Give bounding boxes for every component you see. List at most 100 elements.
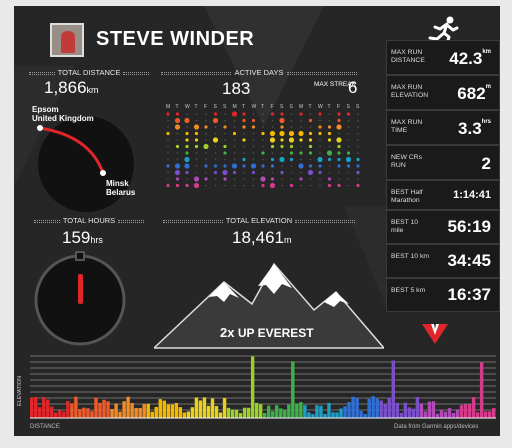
histogram-bar (78, 409, 82, 418)
day-dot (195, 152, 198, 154)
histogram-bar (427, 401, 432, 418)
histogram-bar (34, 396, 38, 418)
day-dot (167, 152, 169, 154)
day-dot (337, 157, 341, 162)
day-dot (204, 125, 208, 129)
day-dot (280, 170, 284, 175)
histogram-bar (467, 404, 472, 418)
histogram-bar (287, 404, 291, 418)
distance-destination: Minsk Belarus (106, 179, 136, 197)
day-dot (271, 152, 274, 154)
histogram-bar (399, 412, 404, 418)
data-source: Data from Garmin apps/devices (394, 424, 479, 430)
day-dot (186, 126, 188, 128)
day-dot (308, 138, 313, 142)
day-dot (242, 112, 246, 116)
histogram-bar (110, 409, 114, 418)
histogram-bar (347, 401, 351, 418)
histogram-bar (94, 397, 98, 418)
day-dot (337, 112, 341, 116)
histogram-bar (419, 403, 424, 418)
day-dot (357, 132, 359, 135)
histogram-bar (439, 409, 444, 418)
day-dot (167, 171, 169, 174)
day-dot (185, 183, 189, 188)
histogram-bar (483, 411, 488, 418)
stat-max-run-elevation: MAX RUN ELEVATION 682m (386, 75, 500, 110)
day-dot (176, 139, 179, 141)
weekday-letter: S (223, 104, 227, 110)
day-dot (309, 178, 312, 180)
histogram-bar (471, 397, 476, 418)
day-dot (319, 152, 321, 154)
day-dot (212, 117, 219, 124)
day-dot (174, 124, 181, 130)
histogram-bar (194, 397, 199, 418)
day-dot (232, 131, 237, 136)
histogram-bar (275, 405, 279, 418)
day-dot (269, 182, 276, 189)
day-dot (347, 171, 350, 174)
day-dot (185, 144, 189, 149)
day-dot (336, 124, 342, 130)
day-dot (262, 119, 264, 122)
histogram-bar (379, 400, 383, 418)
histogram-bar (230, 409, 235, 418)
day-dot (288, 130, 295, 137)
day-dot (298, 130, 304, 137)
day-dot (269, 130, 276, 137)
athlete-name: STEVE WINDER (96, 28, 255, 50)
day-dot (338, 178, 340, 180)
histogram-bar (307, 412, 311, 418)
histogram-bar (463, 404, 468, 418)
histogram-bar (218, 412, 223, 418)
day-dot (281, 178, 283, 180)
histogram-bar (206, 405, 211, 418)
day-dot (288, 137, 295, 143)
histogram-bar (303, 405, 307, 418)
day-dot (261, 151, 265, 155)
histogram-bar (323, 413, 327, 418)
day-dot (252, 132, 255, 135)
day-dot (308, 164, 313, 168)
day-dot (308, 144, 313, 149)
total-elevation-value: 18,461m (232, 228, 292, 247)
day-dot (186, 113, 188, 115)
weekday-letter: F (337, 104, 341, 110)
day-dot (204, 164, 208, 168)
stat-best-10-km: BEST 10 km 34:45 (386, 244, 500, 278)
day-dot (233, 178, 236, 180)
day-dot (205, 132, 207, 135)
histogram-bar (443, 411, 448, 418)
day-dot (231, 111, 238, 117)
max-streak-value: 6 (348, 78, 358, 97)
day-dot (281, 165, 283, 167)
day-dot (300, 171, 302, 174)
day-dot (223, 164, 227, 168)
day-dot (356, 164, 360, 168)
weekday-letter: T (327, 104, 331, 110)
weekday-letter: S (346, 104, 350, 110)
day-dot (307, 169, 314, 176)
total-distance-value: 1,866km (44, 78, 99, 97)
day-dot (233, 184, 236, 187)
weekday-letter: M (166, 104, 171, 110)
day-dot (167, 178, 169, 180)
day-dot (176, 158, 179, 161)
day-dot (347, 139, 350, 141)
day-dot (300, 119, 302, 122)
day-dot (203, 143, 209, 150)
run-histogram (30, 355, 496, 419)
day-dot (222, 169, 228, 176)
histogram-bar (58, 410, 62, 418)
day-dot (193, 124, 200, 130)
day-dot (280, 112, 284, 116)
histogram-bar (190, 407, 195, 418)
day-dot (224, 119, 226, 122)
day-dot (356, 183, 360, 188)
day-dot (346, 164, 351, 168)
histogram-bar (339, 408, 343, 418)
day-dot (233, 126, 236, 128)
day-dot (175, 177, 180, 181)
